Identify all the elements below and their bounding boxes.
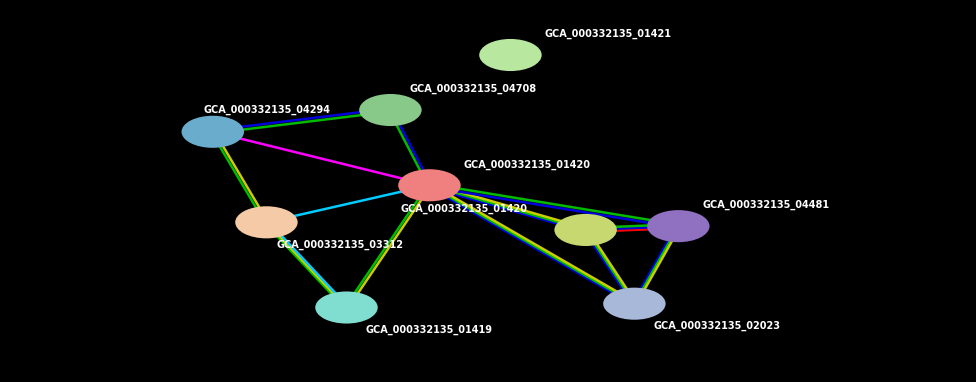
Text: GCA_000332135_04294: GCA_000332135_04294 <box>203 105 330 115</box>
Text: GCA_000332135_01420: GCA_000332135_01420 <box>464 160 590 170</box>
Text: GCA_000332135_01419: GCA_000332135_01419 <box>366 325 493 335</box>
Text: GCA_000332135_04708: GCA_000332135_04708 <box>410 84 537 94</box>
Ellipse shape <box>603 288 666 320</box>
Ellipse shape <box>479 39 542 71</box>
Ellipse shape <box>315 291 378 324</box>
Text: GCA_000332135_04481: GCA_000332135_04481 <box>703 200 830 210</box>
Ellipse shape <box>647 210 710 242</box>
Text: GCA_000332135_01420: GCA_000332135_01420 <box>400 204 527 214</box>
Ellipse shape <box>554 214 617 246</box>
Ellipse shape <box>398 169 461 201</box>
Ellipse shape <box>359 94 422 126</box>
Text: GCA_000332135_02023: GCA_000332135_02023 <box>654 321 781 331</box>
Text: GCA_000332135_03312: GCA_000332135_03312 <box>276 240 403 249</box>
Ellipse shape <box>182 116 244 148</box>
Text: GCA_000332135_01421: GCA_000332135_01421 <box>545 29 671 39</box>
Ellipse shape <box>235 206 298 238</box>
